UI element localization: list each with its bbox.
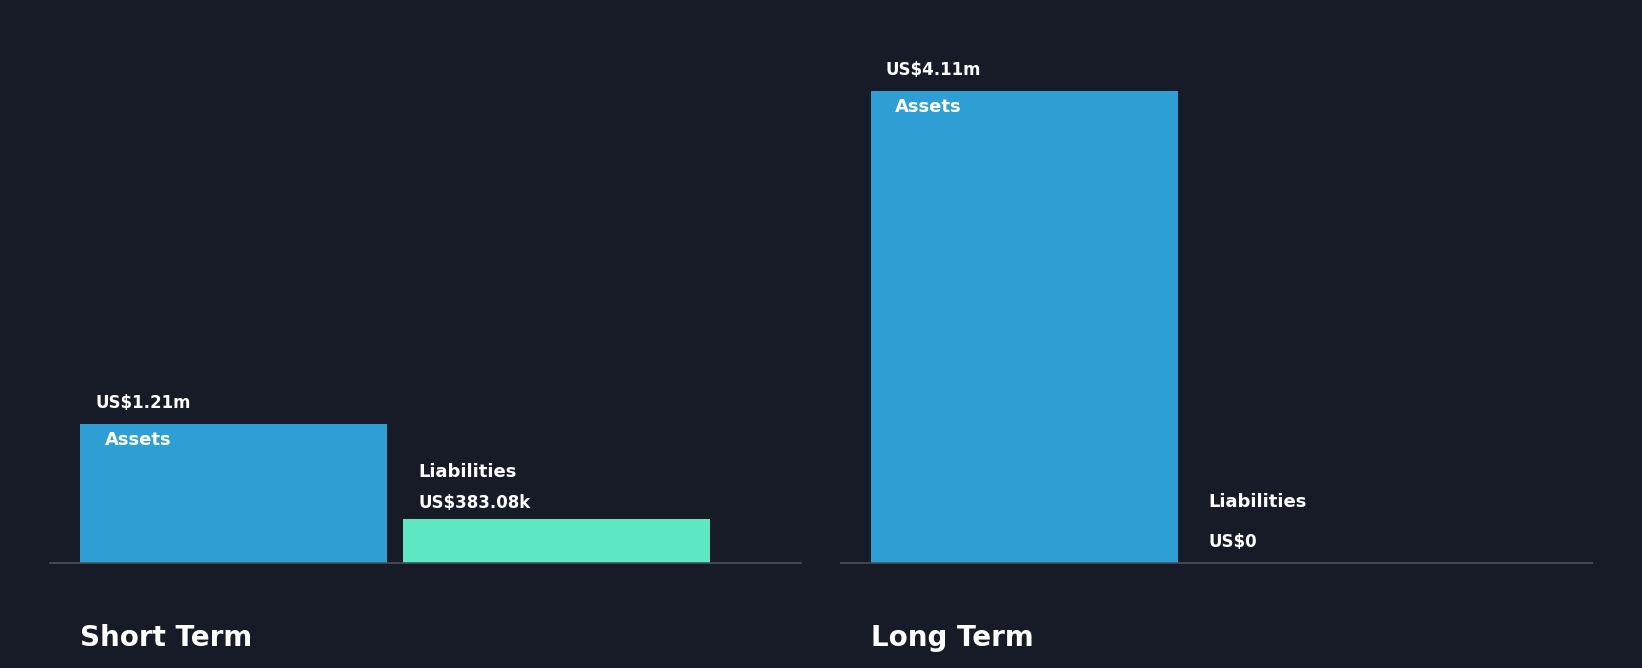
Text: Short Term: Short Term bbox=[80, 625, 253, 653]
Text: Liabilities: Liabilities bbox=[419, 463, 517, 481]
Bar bbox=[80, 424, 388, 563]
Bar bbox=[870, 91, 1177, 563]
Text: Assets: Assets bbox=[895, 98, 962, 116]
Text: US$0: US$0 bbox=[1209, 533, 1258, 551]
Text: US$4.11m: US$4.11m bbox=[887, 61, 982, 79]
Text: US$383.08k: US$383.08k bbox=[419, 494, 530, 512]
Text: Assets: Assets bbox=[105, 431, 171, 449]
Text: US$1.21m: US$1.21m bbox=[95, 394, 190, 412]
Text: Long Term: Long Term bbox=[870, 625, 1033, 653]
Text: Liabilities: Liabilities bbox=[1209, 493, 1307, 511]
Bar bbox=[402, 519, 709, 563]
